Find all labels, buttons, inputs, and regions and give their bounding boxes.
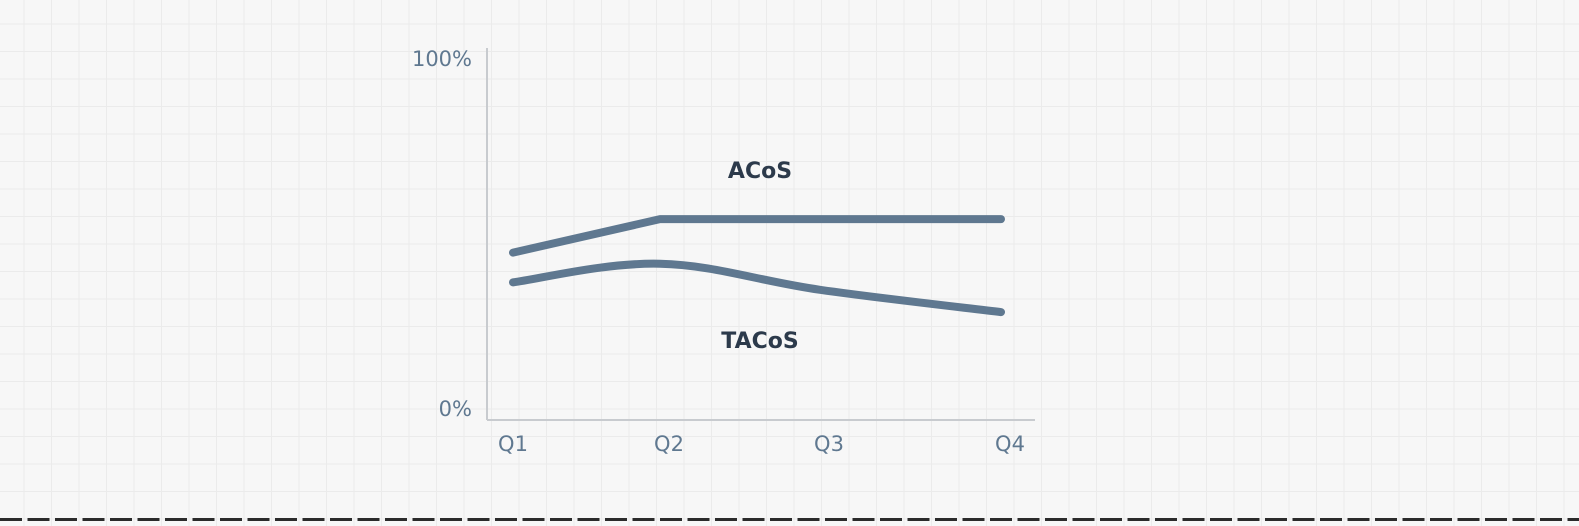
bottom-divider	[0, 518, 1579, 521]
series-line-acos	[509, 215, 1005, 257]
series-line-tacos	[509, 259, 1005, 317]
series-label-tacos: TACoS	[721, 329, 798, 354]
y-tick-label-bottom: 0%	[439, 397, 472, 421]
x-tick-label-q4: Q4	[995, 432, 1025, 456]
x-tick-label-q3: Q3	[814, 432, 844, 456]
x-tick-label-q2: Q2	[654, 432, 684, 456]
x-tick-label-q1: Q1	[498, 432, 528, 456]
y-tick-label-top: 100%	[412, 47, 472, 71]
series-label-acos: ACoS	[728, 159, 792, 184]
x-tick-labels: Q1 Q2 Q3 Q4	[498, 432, 1025, 456]
